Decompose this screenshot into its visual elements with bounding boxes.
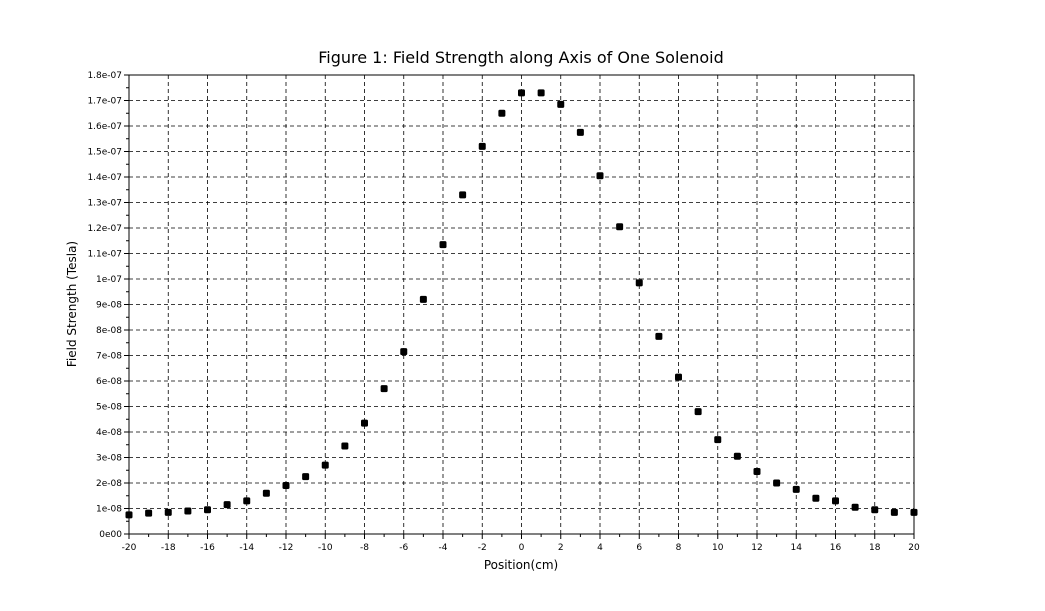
x-tick-label: -2	[478, 543, 487, 553]
y-tick-label: 4e-08	[96, 428, 122, 438]
data-point	[733, 452, 741, 460]
data-point	[302, 473, 310, 481]
data-point	[694, 408, 702, 416]
y-tick-label: 6e-08	[96, 377, 122, 387]
data-point	[851, 503, 859, 511]
data-point	[478, 142, 486, 150]
data-point	[223, 501, 231, 509]
data-point	[204, 506, 211, 514]
data-point	[596, 172, 604, 180]
data-point	[419, 295, 427, 303]
y-tick-label: 9e-08	[96, 301, 122, 311]
data-point	[262, 489, 270, 497]
data-point	[400, 348, 408, 356]
y-tick-label: 1.1e-07	[87, 250, 122, 260]
data-point	[812, 494, 820, 502]
data-point	[498, 109, 506, 117]
y-tick-label: 1.2e-07	[87, 224, 122, 234]
data-point	[518, 89, 525, 97]
data-point	[164, 508, 172, 516]
data-point	[616, 223, 624, 231]
x-tick-label: 16	[830, 543, 842, 553]
x-tick-label: -8	[360, 543, 369, 553]
data-point	[125, 511, 133, 519]
x-tick-label: 14	[791, 543, 803, 553]
data-point	[243, 497, 251, 505]
x-tick-label: -10	[318, 543, 333, 553]
x-tick-label: -16	[200, 543, 215, 553]
x-tick-label: -14	[239, 543, 254, 553]
x-axis-label: Position(cm)	[484, 558, 558, 572]
x-tick-label: 12	[751, 543, 762, 553]
x-tick-label: 8	[676, 543, 682, 553]
data-point	[184, 507, 192, 515]
x-tick-label: 6	[636, 543, 642, 553]
x-tick-label: -18	[161, 543, 176, 553]
y-tick-label: 1e-07	[96, 275, 122, 285]
y-tick-label: 2e-08	[96, 479, 122, 489]
data-point	[537, 89, 545, 97]
chart-title: Figure 1: Field Strength along Axis of O…	[318, 48, 724, 67]
y-tick-label: 8e-08	[96, 326, 122, 336]
y-tick-label: 3e-08	[96, 454, 122, 464]
data-point	[380, 385, 388, 393]
data-point	[459, 191, 467, 199]
x-tick-label: 2	[558, 543, 564, 553]
data-point	[635, 279, 643, 287]
data-point	[321, 461, 329, 469]
data-point	[576, 128, 584, 136]
x-tick-label: 20	[908, 543, 920, 553]
axis-ticks	[124, 74, 915, 539]
data-point	[773, 479, 781, 487]
x-tick-label: 0	[519, 543, 525, 553]
data-point	[753, 468, 761, 476]
grid-lines	[129, 75, 914, 534]
y-tick-label: 5e-08	[96, 403, 122, 413]
data-point	[361, 419, 368, 427]
x-tick-label: -6	[399, 543, 408, 553]
data-point	[871, 506, 879, 514]
data-point	[792, 485, 800, 493]
x-tick-label: -12	[279, 543, 294, 553]
y-tick-label: 1.5e-07	[87, 148, 122, 158]
data-point	[832, 497, 839, 505]
data-point	[341, 442, 349, 450]
y-tick-label: 1.4e-07	[87, 173, 122, 183]
data-points	[125, 89, 918, 519]
data-point	[890, 508, 898, 516]
x-tick-label: 10	[712, 543, 724, 553]
x-tick-labels: -20 -18 -16 -14 -12 -10 -8 -6 -4 -2 0 2 4 6 8 10 12 14 16 1…	[122, 543, 920, 553]
y-tick-label: 7e-08	[96, 352, 122, 362]
data-point	[675, 373, 682, 381]
x-tick-label: -4	[439, 543, 448, 553]
x-tick-label: 18	[869, 543, 881, 553]
y-tick-label: 1.8e-07	[87, 71, 122, 81]
data-point	[655, 332, 663, 340]
data-point	[557, 100, 565, 108]
y-tick-label: 1.3e-07	[87, 199, 122, 209]
data-point	[910, 508, 918, 516]
x-tick-label: 4	[597, 543, 603, 553]
x-tick-label: -20	[122, 543, 137, 553]
data-point	[714, 436, 722, 444]
y-tick-label: 1.7e-07	[87, 97, 122, 107]
data-point	[145, 509, 153, 517]
y-tick-label: 0e00	[99, 530, 122, 540]
data-point	[439, 241, 447, 249]
y-tick-labels: 0e00 1e-08 2e-08 3e-08 4e-08 5e-08 6e-08 7e-08 8…	[87, 71, 122, 540]
y-tick-label: 1.6e-07	[87, 122, 122, 132]
data-point	[282, 482, 290, 490]
y-tick-label: 1e-08	[96, 505, 122, 515]
y-axis-label: Field Strength (Tesla)	[65, 241, 79, 367]
